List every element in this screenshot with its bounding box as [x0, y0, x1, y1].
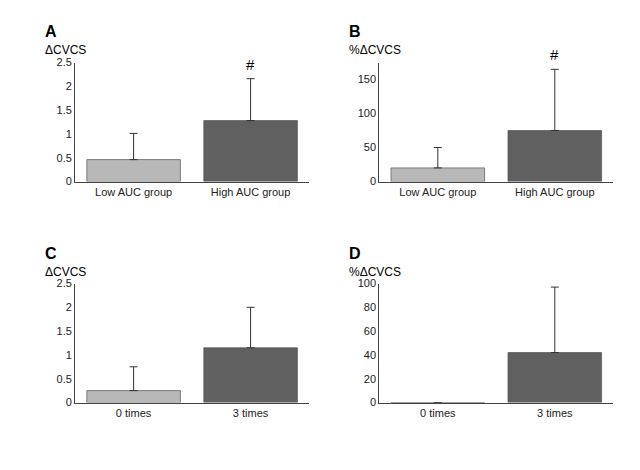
svg-text:#: # [550, 46, 559, 63]
svg-text:50: 50 [364, 141, 376, 153]
svg-text:High AUC group: High AUC group [211, 186, 291, 198]
svg-text:60: 60 [364, 325, 376, 337]
svg-text:1: 1 [66, 128, 72, 140]
svg-text:B: B [349, 23, 361, 40]
svg-text:0: 0 [66, 175, 72, 187]
svg-text:1.5: 1.5 [57, 325, 72, 337]
svg-text:100: 100 [358, 277, 376, 289]
svg-text:%ΔCVCS: %ΔCVCS [349, 265, 401, 279]
svg-text:2.5: 2.5 [57, 56, 72, 68]
svg-text:2.5: 2.5 [57, 277, 72, 289]
svg-text:ΔCVCS: ΔCVCS [45, 265, 86, 279]
svg-text:0: 0 [66, 396, 72, 408]
svg-text:1: 1 [66, 349, 72, 361]
svg-text:40: 40 [364, 349, 376, 361]
svg-text:3 times: 3 times [537, 407, 573, 419]
svg-text:#: # [246, 56, 255, 73]
svg-text:20: 20 [364, 373, 376, 385]
svg-text:C: C [45, 245, 57, 262]
svg-text:80: 80 [364, 301, 376, 313]
svg-text:2: 2 [66, 301, 72, 313]
svg-text:0: 0 [370, 396, 376, 408]
svg-text:100: 100 [358, 107, 376, 119]
svg-text:3 times: 3 times [233, 407, 269, 419]
svg-text:D: D [349, 245, 361, 262]
svg-text:ΔCVCS: ΔCVCS [45, 43, 86, 57]
svg-text:150: 150 [358, 73, 376, 85]
svg-text:0: 0 [370, 175, 376, 187]
svg-text:1.5: 1.5 [57, 104, 72, 116]
svg-text:High AUC group: High AUC group [515, 186, 595, 198]
svg-text:A: A [45, 23, 57, 40]
svg-text:Low AUC group: Low AUC group [95, 186, 172, 198]
svg-text:0 times: 0 times [116, 407, 152, 419]
svg-text:2: 2 [66, 80, 72, 92]
svg-text:0.5: 0.5 [57, 152, 72, 164]
svg-text:0.5: 0.5 [57, 373, 72, 385]
svg-text:%ΔCVCS: %ΔCVCS [349, 43, 401, 57]
svg-text:Low AUC group: Low AUC group [399, 186, 476, 198]
svg-text:0 times: 0 times [420, 407, 456, 419]
